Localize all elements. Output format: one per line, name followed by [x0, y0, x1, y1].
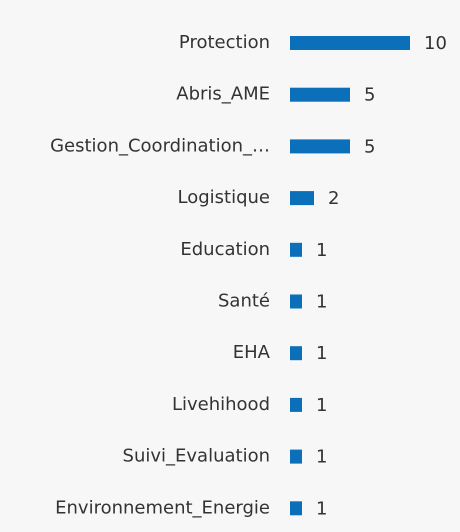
value-label: 1	[316, 343, 327, 364]
bar	[290, 36, 410, 50]
bar	[290, 346, 302, 361]
bar	[290, 87, 350, 102]
bar	[290, 449, 302, 464]
category-label: Abris_AME	[176, 84, 270, 105]
category-label: EHA	[233, 342, 271, 363]
category-label: Suivi_Evaluation	[123, 446, 270, 467]
category-label: Protection	[179, 32, 270, 53]
value-label: 2	[328, 188, 339, 209]
category-label: Logistique	[178, 187, 271, 208]
value-label: 1	[316, 395, 327, 416]
value-label: 1	[316, 292, 327, 313]
value-label: 5	[364, 136, 375, 157]
value-label: 1	[316, 498, 327, 519]
category-label: Santé	[218, 291, 270, 312]
category-label: Environnement_Energie	[55, 497, 270, 518]
value-label: 1	[316, 447, 327, 468]
bar	[290, 242, 302, 257]
category-label: Gestion_Coordination_…	[50, 135, 270, 156]
value-label: 1	[316, 240, 327, 261]
bar	[290, 397, 302, 412]
bar	[290, 294, 302, 309]
bar	[290, 501, 302, 516]
category-label: Education	[180, 239, 270, 260]
bar	[290, 139, 350, 154]
value-label: 5	[364, 85, 375, 106]
category-label: Livehihood	[172, 394, 270, 415]
value-label: 10	[424, 33, 447, 54]
bar	[290, 191, 314, 206]
